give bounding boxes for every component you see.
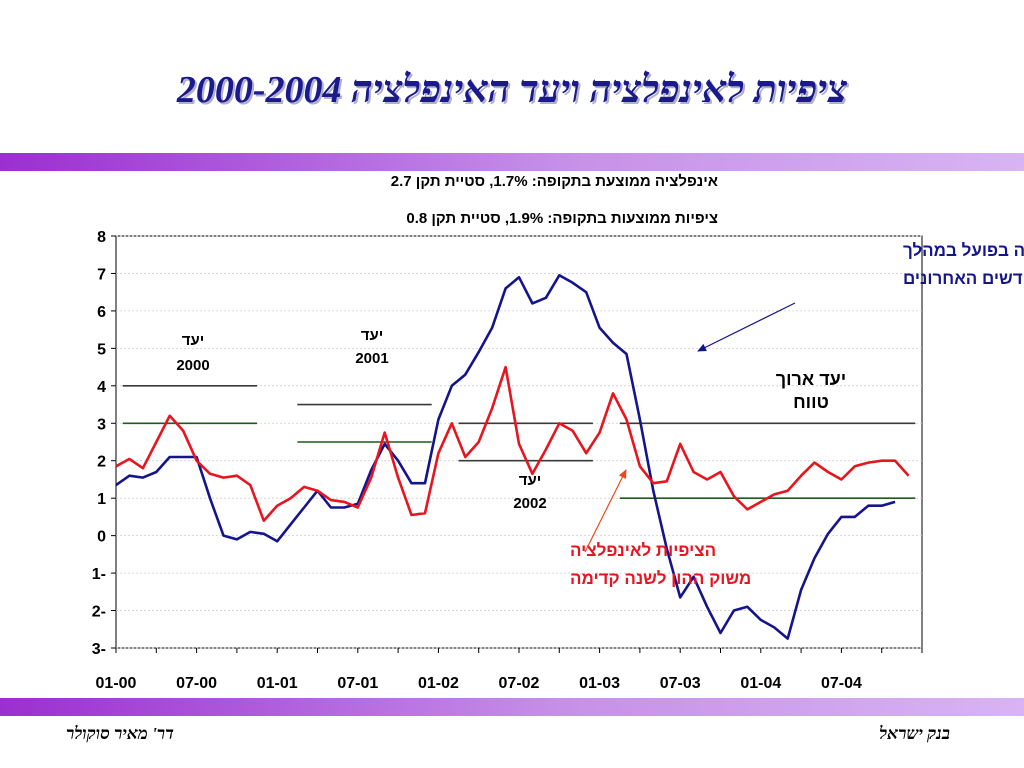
stat-inflation: אינפלציה ממוצעת בתקופה: 1.7%, סטיית תקן … (390, 173, 718, 190)
annotation-target-long-term: טווח (793, 392, 829, 412)
annotation-expectations: הציפיות לאינפלציה (570, 541, 716, 560)
x-tick-label: 01-00 (96, 675, 137, 692)
x-tick-label: 07-03 (660, 675, 701, 692)
y-tick-label: 1 (97, 491, 106, 508)
annotation-target-long-term: יעד ארוך (776, 369, 847, 389)
annotation-actual-inflation: 12 החודשים האחרונים (903, 269, 1024, 288)
annotation-target-2002: יעד (519, 472, 542, 489)
series-line-expectations (115, 365, 910, 523)
y-tick-label: 6 (97, 304, 106, 321)
annotation-target-2001: 2001 (355, 350, 388, 367)
annotation-actual-inflation: האינפלציה בפועל במהלך (903, 241, 1024, 260)
y-tick-label: 4 (97, 379, 106, 396)
x-tick-label: 07-04 (821, 675, 862, 692)
y-tick-label: 1- (92, 566, 106, 583)
y-tick-label: 8 (97, 229, 106, 246)
y-tick-label: 3- (92, 641, 106, 658)
annotation-target-2000: יעד (182, 332, 205, 349)
y-tick-label: 2- (92, 604, 106, 621)
footer-organization: בנק ישראל (879, 724, 950, 743)
y-tick-label: 5 (97, 341, 106, 358)
x-tick-label: 07-02 (499, 675, 540, 692)
annotation-expectations: משוק ההון לשנה קדימה (570, 569, 751, 588)
annotation-target-2000: 2000 (176, 357, 209, 374)
bottom-divider-band (0, 698, 1024, 716)
footer-author: דר' מאיר סוקולר (66, 724, 174, 743)
x-tick-label: 07-00 (176, 675, 217, 692)
y-tick-label: 2 (97, 454, 106, 471)
series-line-actual (115, 273, 896, 640)
arrow-actual-inflation (697, 302, 796, 352)
top-divider-band (0, 153, 1024, 171)
y-tick-label: 3 (97, 416, 106, 433)
arrow-expectations (584, 469, 627, 553)
y-tick-label: 0 (97, 529, 106, 546)
x-tick-label: 07-01 (337, 675, 378, 692)
x-tick-label: 01-03 (579, 675, 620, 692)
annotation-target-2001: יעד (361, 327, 384, 344)
x-tick-label: 01-04 (740, 675, 781, 692)
stat-expectations: ציפיות ממוצעות בתקופה: 1.9%, סטיית תקן 0… (406, 210, 718, 227)
y-tick-label: 7 (97, 266, 106, 283)
slide-title: ציפיות לאינפלציה ויעד האינפלציה 2000-200… (176, 69, 848, 111)
x-tick-label: 01-01 (257, 675, 298, 692)
annotation-target-2002: 2002 (513, 495, 546, 512)
x-tick-label: 01-02 (418, 675, 459, 692)
